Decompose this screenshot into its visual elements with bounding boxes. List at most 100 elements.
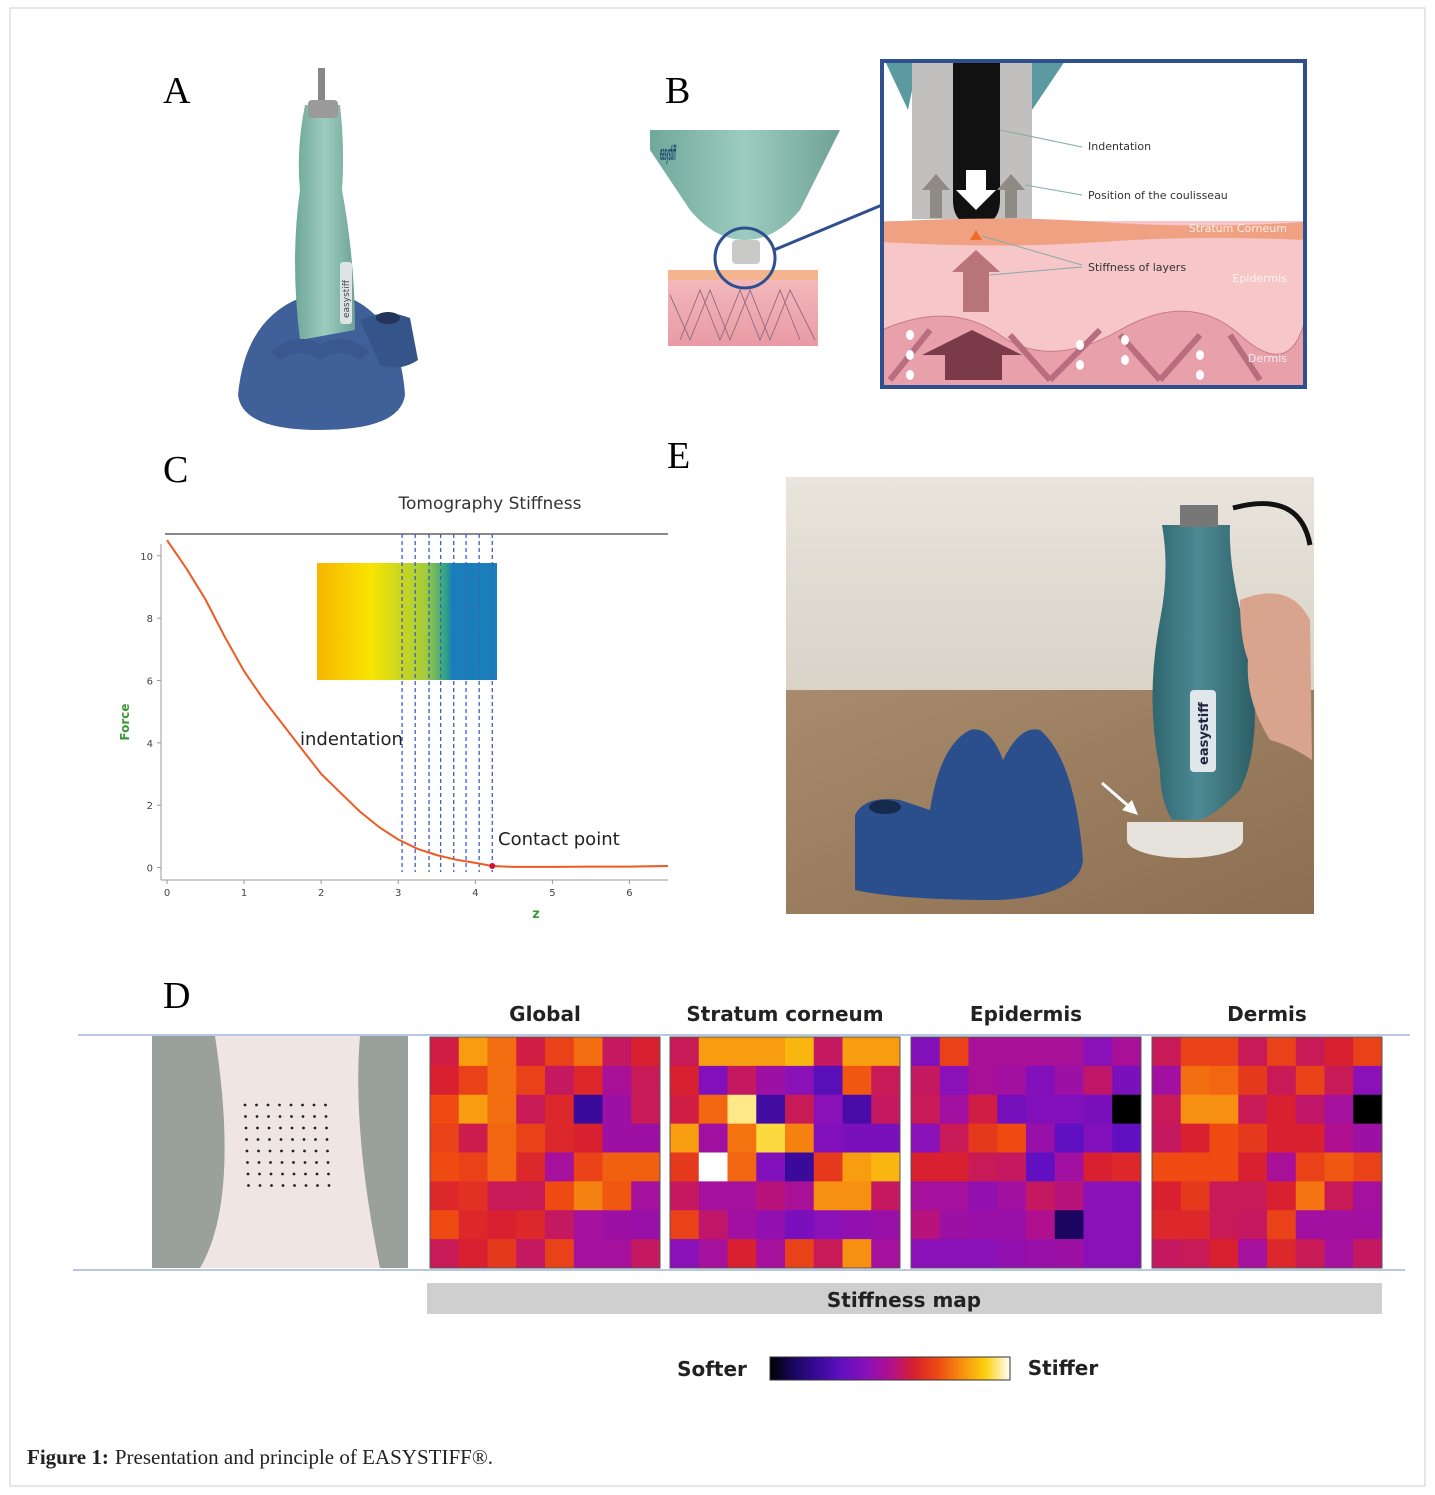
heatmap-cell (631, 1210, 660, 1239)
heatmap-cell (631, 1037, 660, 1066)
heatmap-cell (488, 1095, 517, 1124)
heatmap-cell (940, 1037, 969, 1066)
x-tick-label: 5 (549, 888, 555, 899)
heatmap-cell (603, 1066, 632, 1095)
heatmap-cell (603, 1181, 632, 1210)
marker-dot (316, 1184, 319, 1187)
heatmap-cell (1325, 1239, 1354, 1268)
heatmap-cell (843, 1124, 872, 1153)
heatmap-cell (1353, 1153, 1382, 1182)
y-tick-label: 2 (147, 801, 153, 812)
heatmap-cell (756, 1153, 785, 1182)
heatmap-cell (1055, 1210, 1084, 1239)
heatmap-cell (1152, 1239, 1181, 1268)
annotation: indentation (300, 729, 403, 750)
heatmap-cell (871, 1153, 900, 1182)
heatmap-cell (911, 1066, 940, 1095)
heatmap-cell (430, 1153, 459, 1182)
heatmap-cell (1055, 1066, 1084, 1095)
heatmap-cell (1026, 1124, 1055, 1153)
heatmap-cell (574, 1153, 603, 1182)
marker-dot (269, 1161, 272, 1164)
heatmap-cell (459, 1066, 488, 1095)
heatmap-cell (1325, 1153, 1354, 1182)
heatmap-cell (814, 1210, 843, 1239)
marker-dot (302, 1127, 305, 1130)
contact-point (489, 863, 495, 869)
marker-dot (302, 1115, 305, 1118)
heatmap-cell (728, 1037, 757, 1066)
heatmap-cell (545, 1153, 574, 1182)
heatmap-cell (911, 1210, 940, 1239)
heatmap-title: Dermis (1227, 1002, 1307, 1026)
heatmap-cell (488, 1153, 517, 1182)
heatmap-cell (1238, 1095, 1267, 1124)
heatmap-cell (1353, 1181, 1382, 1210)
photo: easystiff (786, 477, 1314, 914)
marker-dot (301, 1104, 304, 1107)
heatmap-cell (728, 1124, 757, 1153)
marker-dot (293, 1184, 296, 1187)
heatmap-cell (1112, 1066, 1141, 1095)
marker-dot (304, 1173, 307, 1176)
marker-dot (257, 1138, 260, 1141)
heatmap-cell (997, 1153, 1026, 1182)
heatmap-cell (1325, 1124, 1354, 1153)
colorbar (770, 1357, 1010, 1380)
heatmap-cell (1181, 1239, 1210, 1268)
marker-dot (247, 1173, 250, 1176)
marker-dot (324, 1104, 327, 1107)
heatmap-cell (670, 1181, 699, 1210)
colorbar-label: Softer (677, 1357, 747, 1381)
heatmap-cell (940, 1124, 969, 1153)
heatmap-cell (488, 1210, 517, 1239)
y-tick-label: 4 (147, 739, 153, 750)
heatmap-cell (1084, 1210, 1113, 1239)
heatmap-cell (459, 1210, 488, 1239)
marker-dot (282, 1184, 285, 1187)
heatmap-cell (1055, 1095, 1084, 1124)
x-tick-label: 0 (164, 888, 170, 899)
heatmap-cell (516, 1095, 545, 1124)
heatmap-cell (1353, 1037, 1382, 1066)
marker-dot (290, 1104, 293, 1107)
heatmap-cell (1084, 1095, 1113, 1124)
heatmap-cell (1026, 1239, 1055, 1268)
heatmap-cell (699, 1095, 728, 1124)
heatmap-cell (940, 1095, 969, 1124)
heatmap-cell (699, 1210, 728, 1239)
heatmap-cell (631, 1066, 660, 1095)
colorbar-label: Stiffer (1028, 1356, 1099, 1380)
heatmap-cell (997, 1239, 1026, 1268)
heatmap-title: Epidermis (970, 1002, 1082, 1026)
heatmap-cell (843, 1239, 872, 1268)
heatmap-cell (1026, 1066, 1055, 1095)
heatmap-cell (631, 1239, 660, 1268)
heatmap-cell (459, 1124, 488, 1153)
heatmap-cell (1084, 1066, 1113, 1095)
heatmap-cell (1238, 1239, 1267, 1268)
heatmap-cell (670, 1066, 699, 1095)
heatmap-cell (1181, 1181, 1210, 1210)
heatmap-cell (785, 1210, 814, 1239)
marker-dot (291, 1127, 294, 1130)
heatmap-cell (940, 1181, 969, 1210)
heatmap-cell (459, 1239, 488, 1268)
marker-dot (314, 1138, 317, 1141)
heatmap-cell (1210, 1153, 1239, 1182)
heatmap-cell (1267, 1066, 1296, 1095)
heatmap-cell (940, 1210, 969, 1239)
heatmap-cell (969, 1124, 998, 1153)
heatmap-cell (1181, 1124, 1210, 1153)
marker-dot (267, 1104, 270, 1107)
heatmap-cell (545, 1095, 574, 1124)
heatmap-cell (1296, 1153, 1325, 1182)
heatmap-cell (1152, 1153, 1181, 1182)
heatmap-cell (843, 1095, 872, 1124)
heatmap-cell (488, 1124, 517, 1153)
heatmap-cell (574, 1124, 603, 1153)
heatmap-cell (997, 1210, 1026, 1239)
heatmap-cell (997, 1066, 1026, 1095)
marker-dot (269, 1150, 272, 1153)
heatmap-cell (1210, 1181, 1239, 1210)
